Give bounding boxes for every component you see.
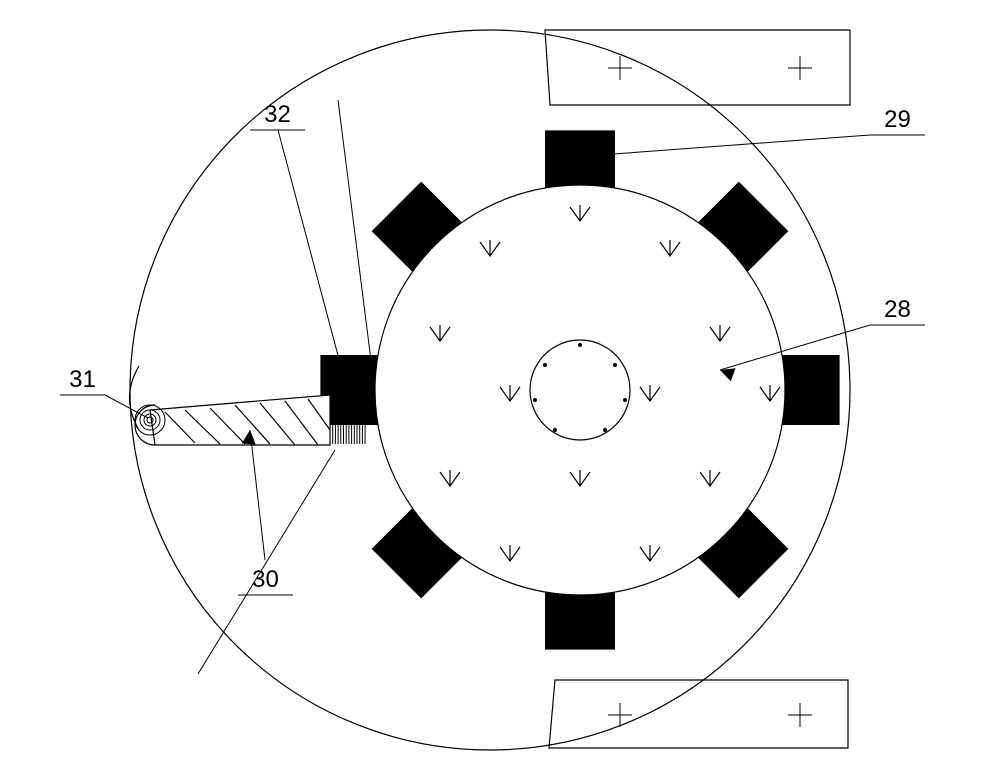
label-29: 29 xyxy=(884,106,911,133)
label-31: 31 xyxy=(69,366,96,393)
diagram-canvas: 29 28 32 31 30 xyxy=(0,0,1000,781)
center-hole xyxy=(530,340,630,440)
label-32: 32 xyxy=(264,101,291,128)
label-28: 28 xyxy=(884,296,911,323)
label-30: 30 xyxy=(252,566,279,593)
